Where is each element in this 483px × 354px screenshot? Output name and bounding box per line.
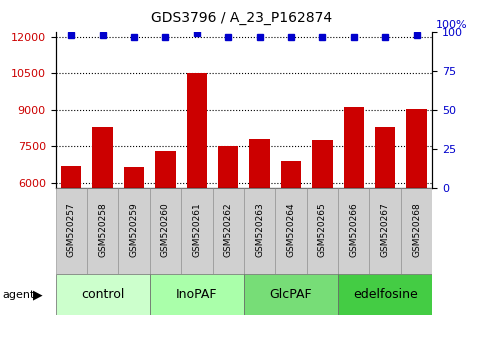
FancyBboxPatch shape — [338, 188, 369, 274]
Bar — [343, 107, 364, 188]
Text: GDS3796 / A_23_P162874: GDS3796 / A_23_P162874 — [151, 11, 332, 25]
FancyBboxPatch shape — [150, 188, 181, 274]
Bar — [375, 127, 396, 188]
Bar — [186, 73, 207, 188]
FancyBboxPatch shape — [56, 274, 150, 315]
Bar — [124, 167, 144, 188]
Text: 100%: 100% — [436, 20, 468, 30]
Text: control: control — [81, 288, 124, 301]
FancyBboxPatch shape — [275, 188, 307, 274]
Bar — [155, 151, 176, 188]
Text: InoPAF: InoPAF — [176, 288, 217, 301]
FancyBboxPatch shape — [244, 274, 338, 315]
Text: GSM520262: GSM520262 — [224, 202, 233, 257]
Text: GSM520264: GSM520264 — [286, 202, 296, 257]
Text: GSM520263: GSM520263 — [255, 202, 264, 257]
Bar — [249, 139, 270, 188]
Text: ▶: ▶ — [33, 288, 43, 301]
FancyBboxPatch shape — [181, 188, 213, 274]
FancyBboxPatch shape — [213, 188, 244, 274]
FancyBboxPatch shape — [401, 188, 432, 274]
Text: edelfosine: edelfosine — [353, 288, 418, 301]
Bar — [218, 146, 239, 188]
FancyBboxPatch shape — [150, 274, 244, 315]
Text: GSM520268: GSM520268 — [412, 202, 421, 257]
Bar — [61, 166, 82, 188]
Bar — [312, 140, 333, 188]
FancyBboxPatch shape — [369, 188, 401, 274]
FancyBboxPatch shape — [244, 188, 275, 274]
Text: GSM520258: GSM520258 — [98, 202, 107, 257]
Bar — [406, 109, 427, 188]
Text: agent: agent — [2, 290, 35, 300]
Text: GSM520265: GSM520265 — [318, 202, 327, 257]
FancyBboxPatch shape — [56, 188, 87, 274]
FancyBboxPatch shape — [87, 188, 118, 274]
Bar — [281, 161, 301, 188]
Text: GlcPAF: GlcPAF — [270, 288, 313, 301]
Bar — [92, 127, 113, 188]
Text: GSM520257: GSM520257 — [67, 202, 76, 257]
FancyBboxPatch shape — [307, 188, 338, 274]
FancyBboxPatch shape — [338, 274, 432, 315]
Text: GSM520266: GSM520266 — [349, 202, 358, 257]
Text: GSM520261: GSM520261 — [192, 202, 201, 257]
Text: GSM520267: GSM520267 — [381, 202, 390, 257]
Text: GSM520260: GSM520260 — [161, 202, 170, 257]
FancyBboxPatch shape — [118, 188, 150, 274]
Text: GSM520259: GSM520259 — [129, 202, 139, 257]
